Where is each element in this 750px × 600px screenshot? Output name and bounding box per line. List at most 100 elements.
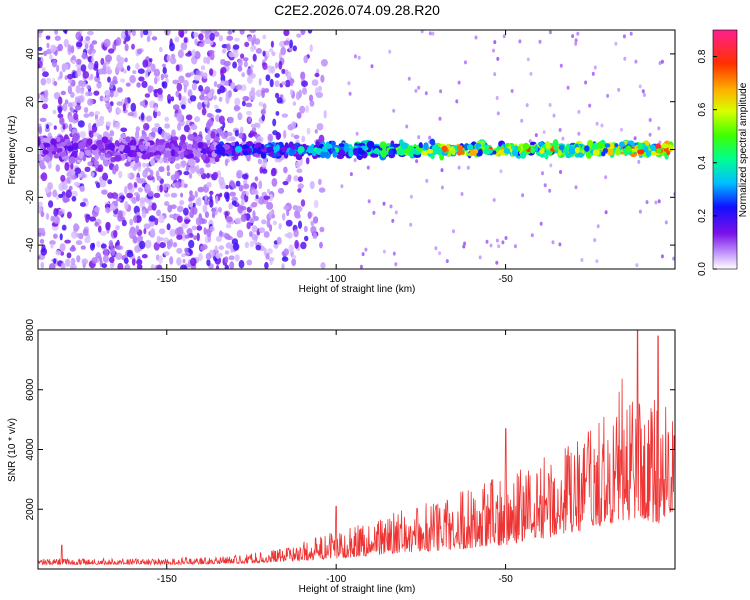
heatmap-cell — [281, 147, 287, 153]
heatmap-cell — [427, 149, 434, 154]
heatmap-cell — [637, 142, 643, 150]
heatmap-cell — [225, 223, 232, 229]
heatmap-cell — [142, 162, 147, 168]
heatmap-cell — [134, 245, 141, 253]
heatmap-cell — [281, 68, 286, 75]
heatmap-cell — [137, 187, 143, 193]
heatmap-cell — [80, 89, 85, 95]
heatmap-cell — [183, 84, 187, 93]
heatmap-cell — [78, 141, 86, 150]
heatmap-cell — [136, 177, 143, 184]
heatmap-cell — [93, 123, 97, 128]
heatmap-cell — [180, 160, 187, 167]
heatmap-cell — [236, 229, 244, 238]
heatmap-cell — [110, 241, 114, 251]
heatmap-cell — [251, 225, 258, 233]
heatmap-cell — [303, 55, 309, 64]
heatmap-cell — [169, 229, 177, 237]
heatmap-cell — [124, 30, 129, 36]
heatmap-cell — [147, 85, 154, 92]
heatmap-cell — [372, 149, 381, 154]
heatmap-cell — [53, 233, 58, 239]
heatmap-cell — [595, 259, 599, 264]
heatmap-cell — [60, 262, 66, 269]
heatmap-cell — [225, 184, 229, 190]
heatmap-cell — [240, 214, 247, 223]
heatmap-cell — [82, 155, 87, 162]
heatmap-cell — [157, 87, 163, 95]
heatmap-cell — [428, 31, 432, 36]
heatmap-cell — [163, 251, 170, 256]
heatmap-cell — [272, 118, 277, 127]
heatmap-cell — [96, 182, 101, 189]
heatmap-cell — [593, 65, 597, 70]
heatmap-cell — [226, 235, 233, 241]
heatmap-cell — [604, 210, 608, 215]
heatmap-cell — [249, 240, 254, 248]
heatmap-cell — [91, 257, 98, 264]
heatmap-cell — [60, 90, 66, 96]
heatmap-cell — [60, 251, 65, 256]
heatmap-cell — [593, 238, 597, 243]
heatmap-cell — [234, 254, 240, 262]
heatmap-cell — [140, 30, 144, 38]
heatmap-cell — [637, 149, 645, 155]
heatmap-cell — [552, 139, 559, 148]
heatmap-cell — [68, 156, 76, 164]
heatmap-cell — [116, 108, 122, 114]
heatmap-cell — [39, 117, 47, 122]
heatmap-cell — [463, 241, 467, 246]
heatmap-cell — [39, 159, 45, 169]
heatmap-cell — [118, 170, 123, 179]
heatmap-cell — [94, 221, 99, 227]
colorbar-label: Normalized spectral amplitude — [738, 82, 749, 217]
heatmap-cell — [183, 37, 188, 44]
heatmap-cell — [197, 141, 204, 149]
heatmap-cell — [511, 149, 518, 157]
heatmap-cell — [126, 192, 133, 199]
heatmap-cell — [177, 122, 182, 131]
heatmap-cell — [415, 159, 419, 164]
heatmap-cell — [580, 258, 584, 262]
heatmap-cell — [388, 49, 392, 54]
heatmap-cell — [542, 130, 546, 135]
heatmap-cell — [228, 116, 234, 124]
heatmap-cell — [510, 145, 515, 150]
y-tick-label: 40 — [25, 48, 36, 60]
heatmap-cell — [262, 103, 267, 111]
heatmap-cell — [42, 137, 50, 143]
heatmap-cell — [310, 226, 317, 234]
heatmap-cell — [169, 214, 175, 219]
heatmap-cell — [204, 199, 210, 206]
heatmap-cell — [337, 149, 346, 156]
heatmap-cell — [232, 50, 239, 59]
heatmap-cell — [53, 208, 59, 217]
heatmap-cell — [232, 30, 235, 33]
snr-series-line — [38, 330, 675, 566]
heatmap-cell — [348, 91, 352, 96]
heatmap-cell — [166, 171, 171, 177]
heatmap-cell — [63, 38, 69, 48]
heatmap-cell — [177, 215, 183, 223]
heatmap-cell — [502, 34, 506, 39]
heatmap-cell — [69, 246, 77, 252]
heatmap-cell — [617, 87, 621, 92]
heatmap-cell — [251, 201, 258, 208]
colorbar-tick-label: 0.8 — [697, 49, 708, 63]
heatmap-cell — [252, 210, 256, 219]
heatmap-cell — [64, 239, 71, 244]
heatmap-cell — [253, 216, 259, 221]
heatmap-cell — [191, 49, 196, 57]
heatmap-cell — [294, 239, 299, 249]
heatmap-cell — [392, 251, 396, 256]
heatmap-cell — [399, 149, 405, 156]
heatmap-cell — [67, 44, 72, 53]
heatmap-cell — [70, 45, 75, 54]
heatmap-cell — [163, 183, 167, 191]
x-tick-label: -100 — [326, 274, 346, 285]
heatmap-cell — [288, 244, 295, 253]
heatmap-cell — [656, 148, 662, 153]
heatmap-cell — [196, 232, 200, 242]
heatmap-cell — [284, 69, 289, 76]
heatmap-cell — [243, 183, 250, 189]
